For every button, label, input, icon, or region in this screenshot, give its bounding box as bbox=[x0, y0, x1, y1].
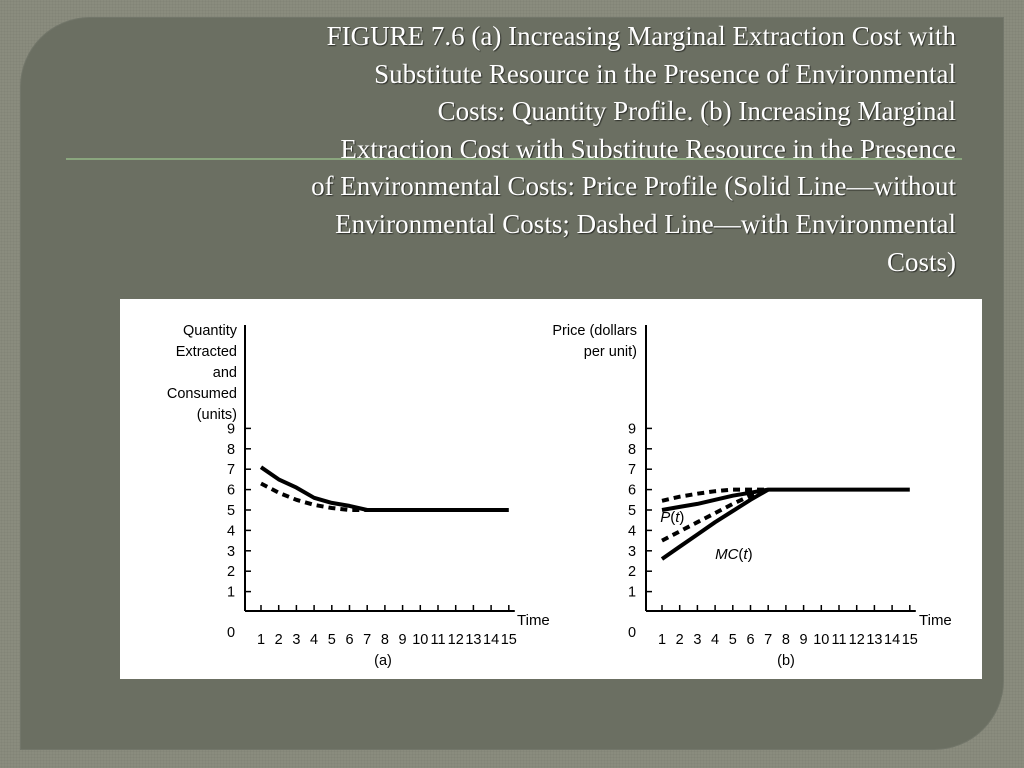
x-tick-label: 14 bbox=[483, 632, 499, 648]
figure-svg: QuantityExtractedandConsumed(units)12345… bbox=[167, 323, 952, 669]
x-tick-label: 6 bbox=[345, 632, 353, 648]
x-tick-label: 8 bbox=[782, 632, 790, 648]
y-axis-title-line: Extracted bbox=[176, 344, 237, 360]
y-tick-label: 7 bbox=[628, 462, 636, 478]
x-tick-label: 9 bbox=[800, 632, 808, 648]
x-axis-title: Time bbox=[517, 612, 550, 629]
x-tick-label: 3 bbox=[693, 632, 701, 648]
y-tick-label: 4 bbox=[227, 523, 235, 539]
y-tick-label: 6 bbox=[227, 483, 235, 499]
y-tick-label: 9 bbox=[628, 421, 636, 437]
panel-label: (b) bbox=[777, 653, 795, 669]
x-tick-label: 11 bbox=[430, 632, 445, 648]
x-tick-label: 3 bbox=[292, 632, 300, 648]
x-tick-label: 1 bbox=[257, 632, 265, 648]
x-tick-label: 4 bbox=[310, 632, 318, 648]
title-divider bbox=[66, 158, 962, 160]
x-axis-title: Time bbox=[919, 612, 952, 629]
y-tick-label: 9 bbox=[227, 421, 235, 437]
x-tick-label: 11 bbox=[831, 632, 846, 648]
y-tick-label: 8 bbox=[628, 442, 636, 458]
figure-panel: Quantity Extracted and Consumed (units) 1 2 3 4 5… bbox=[120, 299, 982, 679]
x-tick-label: 13 bbox=[866, 632, 882, 648]
title-line: of Environmental Costs: Price Profile (S… bbox=[311, 171, 956, 202]
chart-panel-a: QuantityExtractedandConsumed(units)12345… bbox=[167, 323, 550, 669]
panel-label: (a) bbox=[374, 653, 392, 669]
title-line: Costs: Quantity Profile. (b) Increasing … bbox=[437, 96, 956, 127]
series-line-solid bbox=[660, 487, 770, 561]
y-axis-title-line: Quantity bbox=[183, 323, 238, 339]
curve-annotation: MC(t) bbox=[715, 546, 753, 563]
y-tick-label: 8 bbox=[227, 442, 235, 458]
y-tick-label: 7 bbox=[227, 462, 235, 478]
y-axis-title-line: per unit) bbox=[584, 344, 637, 360]
y-tick-label: 3 bbox=[628, 544, 636, 560]
title-line: FIGURE 7.6 (a) Increasing Marginal Extra… bbox=[326, 21, 956, 51]
title-line: Environmental Costs; Dashed Line—with En… bbox=[335, 208, 956, 239]
x-tick-label: 10 bbox=[813, 632, 829, 648]
x-tick-label: 12 bbox=[448, 632, 464, 648]
title-line: Costs) bbox=[886, 246, 956, 277]
x-tick-label: 15 bbox=[902, 632, 918, 648]
origin-label: 0 bbox=[628, 625, 636, 641]
x-tick-label: 5 bbox=[729, 632, 737, 648]
x-tick-label: 6 bbox=[746, 632, 754, 648]
x-tick-label: 12 bbox=[849, 632, 865, 648]
y-tick-label: 5 bbox=[227, 503, 235, 519]
x-tick-label: 7 bbox=[764, 632, 772, 648]
x-tick-label: 2 bbox=[676, 632, 684, 648]
y-tick-label: 3 bbox=[227, 544, 235, 560]
origin-label: 0 bbox=[227, 625, 235, 641]
x-tick-label: 10 bbox=[412, 632, 428, 648]
x-tick-label: 4 bbox=[711, 632, 719, 648]
y-tick-label: 1 bbox=[227, 585, 235, 601]
title-line: Substitute Resource in the Presence of E… bbox=[374, 58, 956, 89]
y-tick-label: 6 bbox=[628, 483, 636, 499]
x-tick-label: 2 bbox=[275, 632, 283, 648]
y-tick-label: 4 bbox=[628, 523, 636, 539]
y-axis-title-line: Consumed bbox=[167, 386, 237, 402]
y-axis-title-line: and bbox=[213, 365, 237, 381]
x-tick-label: 15 bbox=[501, 632, 517, 648]
x-tick-label: 14 bbox=[884, 632, 900, 648]
x-tick-label: 9 bbox=[399, 632, 407, 648]
series-line-dashed bbox=[661, 487, 769, 503]
y-axis-title-line: Price (dollars bbox=[552, 323, 637, 339]
curve-annotation: P(t) bbox=[660, 509, 684, 526]
y-tick-label: 2 bbox=[628, 564, 636, 580]
y-tick-label: 1 bbox=[628, 585, 636, 601]
slide-title: FIGURE 7.6 (a) Increasing Marginal Extra… bbox=[140, 18, 956, 281]
x-tick-label: 1 bbox=[658, 632, 666, 648]
y-tick-label: 2 bbox=[227, 564, 235, 580]
title-line: Extraction Cost with Substitute Resource… bbox=[340, 133, 956, 164]
x-tick-label: 13 bbox=[465, 632, 481, 648]
x-tick-label: 5 bbox=[328, 632, 336, 648]
x-tick-label: 8 bbox=[381, 632, 389, 648]
series-line-solid bbox=[259, 465, 509, 512]
x-tick-label: 7 bbox=[363, 632, 371, 648]
series-line-dashed bbox=[661, 487, 769, 543]
y-tick-label: 5 bbox=[628, 503, 636, 519]
y-axis-title-line: (units) bbox=[197, 407, 237, 423]
